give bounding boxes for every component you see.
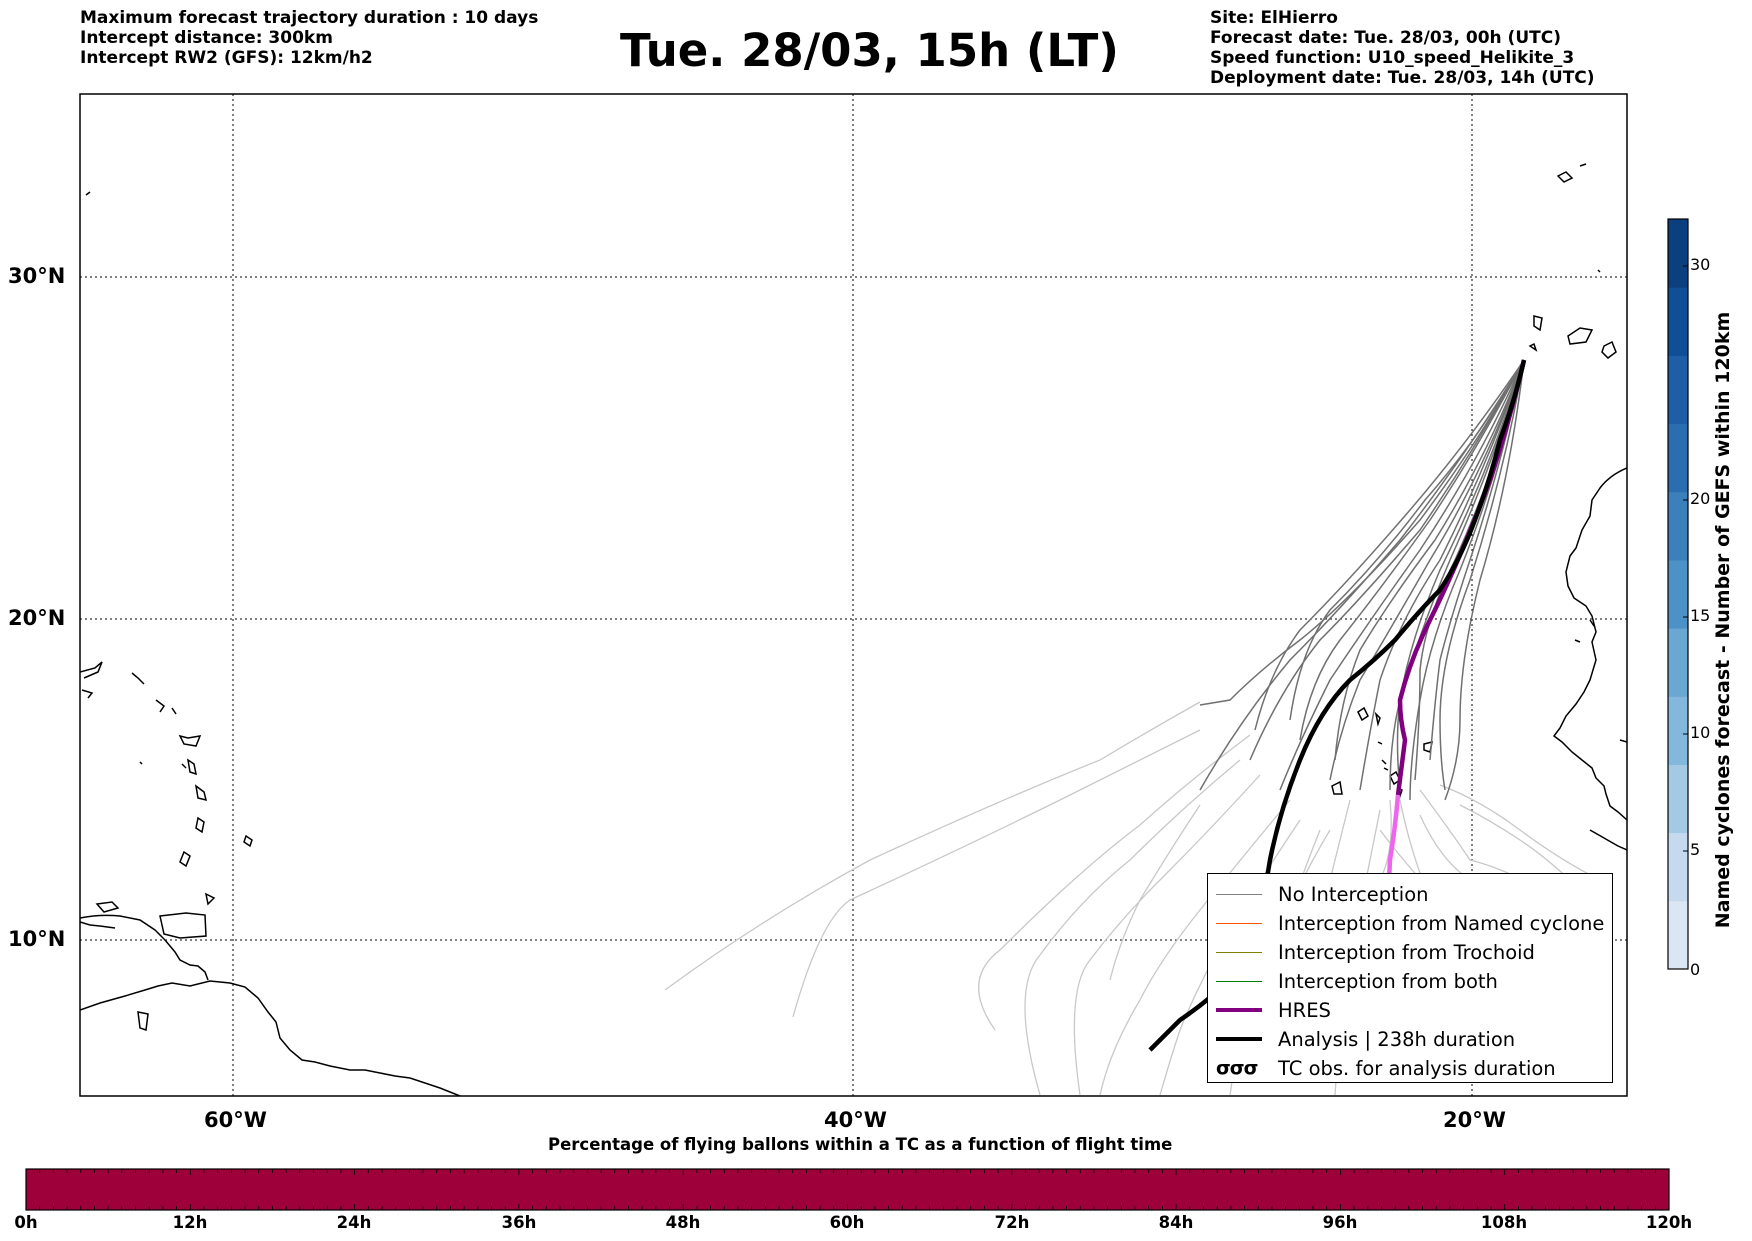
legend-swatch: [1216, 980, 1262, 982]
legend-item-no-interception: No Interception: [1216, 881, 1429, 907]
legend-item-analysis: Analysis | 238h duration: [1216, 1026, 1515, 1052]
site-text: Site: ElHierro: [1210, 8, 1338, 28]
legend-item-tc-obs: σσσ TC obs. for analysis duration: [1216, 1055, 1556, 1081]
intercept-rw2-text: Intercept RW2 (GFS): 12km/h2: [80, 48, 373, 68]
legend-swatch: [1216, 951, 1262, 953]
bottom-colorbar: [25, 1168, 1670, 1211]
legend-swatch: [1216, 1037, 1262, 1041]
right-colorbar-tick: 30: [1690, 255, 1711, 274]
legend-label: HRES: [1278, 998, 1331, 1022]
bottom-colorbar-tick: 24h: [336, 1213, 372, 1232]
right-colorbar-tick: 10: [1690, 723, 1711, 742]
legend-label: Interception from Named cyclone: [1278, 911, 1605, 935]
right-colorbar-segment: [1668, 559, 1688, 629]
legend-label: Analysis | 238h duration: [1278, 1027, 1516, 1051]
right-colorbar: [1667, 218, 1689, 970]
legend-item-trochoid: Interception from Trochoid: [1216, 939, 1535, 965]
bottom-colorbar-tick: 72h: [994, 1213, 1030, 1232]
legend-label: TC obs. for analysis duration: [1278, 1056, 1556, 1080]
bottom-colorbar-bar: [25, 1168, 1670, 1211]
right-colorbar-segment: [1668, 355, 1688, 425]
bottom-colorbar-title: Percentage of flying ballons within a TC…: [548, 1135, 1173, 1154]
right-colorbar-title: Named cyclones forecast - Number of GEFS…: [1712, 311, 1734, 929]
legend-item-hres: HRES: [1216, 997, 1331, 1023]
speed-function-text: Speed function: U10_speed_Helikite_3: [1210, 48, 1575, 68]
right-colorbar-segment: [1668, 423, 1688, 493]
right-colorbar-segment: [1668, 491, 1688, 561]
legend-swatch: [1216, 893, 1262, 895]
lon-label-20w: 20°W: [1443, 1108, 1506, 1132]
bottom-colorbar-tick: 48h: [665, 1213, 701, 1232]
right-colorbar-segment: [1668, 900, 1688, 970]
legend-label: Interception from both: [1278, 969, 1498, 993]
max-duration-text: Maximum forecast trajectory duration : 1…: [80, 8, 539, 28]
right-colorbar-tick: 5: [1690, 840, 1701, 859]
coastlines: [80, 163, 1627, 1096]
right-colorbar-segment: [1668, 219, 1688, 288]
page-title: Tue. 28/03, 15h (LT): [620, 24, 1119, 77]
legend-label: Interception from Trochoid: [1278, 940, 1535, 964]
deployment-date-text: Deployment date: Tue. 28/03, 14h (UTC): [1210, 68, 1595, 88]
bottom-colorbar-tick: 96h: [1322, 1213, 1358, 1232]
map-frame: [79, 93, 1628, 1097]
right-colorbar-segment: [1668, 287, 1688, 356]
bottom-colorbar-tick: 36h: [501, 1213, 537, 1232]
legend-item-named-cyclone: Interception from Named cyclone: [1216, 910, 1604, 936]
intercept-distance-text: Intercept distance: 300km: [80, 28, 333, 48]
right-colorbar-segment: [1668, 832, 1688, 902]
right-colorbar-segment: [1668, 764, 1688, 834]
bottom-colorbar-tick: 108h: [1480, 1213, 1528, 1232]
bottom-colorbar-tick: 84h: [1158, 1213, 1194, 1232]
header-left: Maximum forecast trajectory duration : 1…: [80, 8, 538, 68]
lon-label-40w: 40°W: [824, 1108, 887, 1132]
cyclone-symbol-icon: σσσ: [1216, 1057, 1258, 1079]
legend-swatch: [1216, 922, 1262, 924]
legend-item-both: Interception from both: [1216, 968, 1498, 994]
forecast-date-text: Forecast date: Tue. 28/03, 00h (UTC): [1210, 28, 1561, 48]
trajectories-no-interception: [1199, 359, 1525, 801]
bottom-colorbar-tick: 120h: [1645, 1213, 1693, 1232]
bottom-colorbar-tick: 12h: [172, 1213, 208, 1232]
right-colorbar-tick: 20: [1690, 489, 1711, 508]
lat-label-10n: 10°N: [8, 927, 66, 951]
right-colorbar-segment: [1668, 628, 1688, 697]
right-colorbar-tick: 0: [1690, 960, 1701, 979]
right-colorbar-segment: [1668, 696, 1688, 765]
map-legend: No Interception Interception from Named …: [1207, 873, 1613, 1083]
legend-swatch: [1216, 1008, 1262, 1012]
bottom-colorbar-tick: 60h: [829, 1213, 865, 1232]
lat-label-30n: 30°N: [8, 264, 66, 288]
lat-label-20n: 20°N: [8, 606, 66, 630]
right-colorbar-tick: 15: [1690, 606, 1711, 625]
header-right: Site: ElHierro Forecast date: Tue. 28/03…: [1210, 8, 1595, 88]
bottom-colorbar-tick: 0h: [14, 1213, 38, 1232]
lon-label-60w: 60°W: [204, 1108, 267, 1132]
right-colorbar-frame: [1667, 218, 1689, 970]
hres-trajectory-late: [1385, 794, 1401, 901]
legend-label: No Interception: [1278, 882, 1429, 906]
